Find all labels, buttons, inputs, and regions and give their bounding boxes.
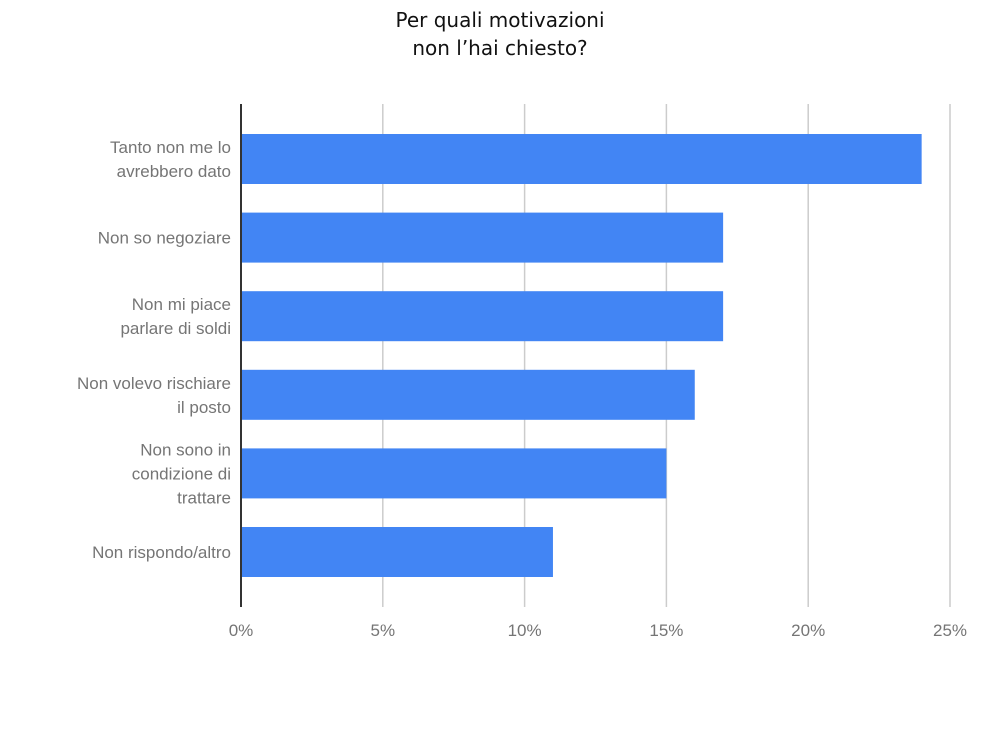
- category-label: Non sono in condizione di trattare: [132, 440, 231, 507]
- x-tick-label: 0%: [229, 621, 254, 640]
- bars: [241, 134, 922, 577]
- gridlines: [382, 104, 951, 607]
- category-label: Non rispondo/altro: [92, 543, 231, 562]
- x-tick-label: 20%: [791, 621, 825, 640]
- x-tick-label: 5%: [371, 621, 396, 640]
- bar: [241, 369, 695, 420]
- x-tick-label: 15%: [649, 621, 683, 640]
- category-label: Non volevo rischiare il posto: [77, 374, 231, 417]
- category-label: Non so negoziare: [98, 229, 231, 248]
- category-label-line: Non so negoziare: [98, 229, 231, 248]
- category-label: Non mi piace parlare di soldi: [120, 295, 231, 338]
- category-labels: Tanto non me lo avrebbero dato Non so nego…: [77, 138, 231, 562]
- chart-title-line: Per quali motivazioni: [395, 8, 604, 32]
- chart-title: Per quali motivazioni non l’hai chiesto?: [395, 8, 604, 60]
- category-label-line: Non sono in: [140, 440, 231, 459]
- category-label-line: Non mi piace: [132, 295, 231, 314]
- bar: [241, 291, 724, 342]
- category-label-line: condizione di: [132, 464, 231, 483]
- category-label-line: parlare di soldi: [120, 319, 231, 338]
- bar: [241, 212, 724, 263]
- category-label-line: Non volevo rischiare: [77, 374, 231, 393]
- category-label-line: avrebbero dato: [117, 162, 231, 181]
- bar: [241, 134, 922, 184]
- bar: [241, 527, 553, 577]
- x-tick-labels: 0% 5% 10% 15% 20% 25%: [229, 621, 967, 640]
- bar: [241, 448, 667, 499]
- category-label-line: Non rispondo/altro: [92, 543, 231, 562]
- x-tick-label: 25%: [933, 621, 967, 640]
- category-label-line: il posto: [177, 398, 231, 417]
- x-tick-label: 10%: [508, 621, 542, 640]
- chart-title-line: non l’hai chiesto?: [412, 36, 587, 60]
- category-label: Tanto non me lo avrebbero dato: [110, 138, 231, 181]
- category-label-line: Tanto non me lo: [110, 138, 231, 157]
- category-label-line: trattare: [177, 488, 231, 507]
